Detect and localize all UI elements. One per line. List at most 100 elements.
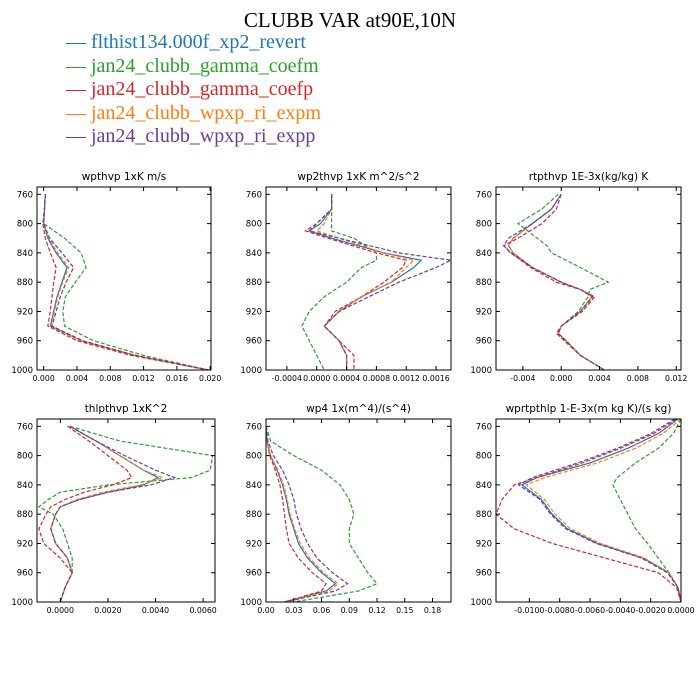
y-tick-label: 840 — [17, 249, 33, 259]
legend-item: — jan24_clubb_wpxp_ri_expp — [66, 125, 316, 147]
x-tick-label: 0.012 — [132, 374, 154, 383]
x-tick-label: 0.020 — [199, 374, 221, 383]
x-tick-label: 0.12 — [368, 606, 385, 615]
y-tick-label: 960 — [476, 337, 492, 347]
plot-frame — [36, 186, 212, 371]
x-tick-label: 0.0020 — [94, 606, 121, 615]
y-tick-label: 880 — [476, 510, 492, 520]
x-tick-label: -0.0004 — [272, 374, 302, 383]
series-line — [517, 419, 681, 602]
x-tick-label: 0.0004 — [333, 374, 360, 383]
x-tick-label: 0.000 — [32, 374, 54, 383]
y-tick-label: 760 — [476, 190, 492, 200]
series-line — [612, 419, 681, 602]
x-tick-label: 0.18 — [424, 606, 441, 615]
y-tick-label: 840 — [476, 481, 492, 491]
series-line — [42, 194, 209, 370]
x-tick-label: 0.0000 — [303, 374, 330, 383]
legend-item: — jan24_clubb_gamma_coefm — [66, 54, 319, 77]
y-tick-label: 1000 — [470, 366, 492, 376]
plot-frame — [495, 186, 682, 371]
panel-title: wpthvp 1xK m/s — [82, 171, 167, 183]
series-line — [266, 426, 337, 602]
x-tick-label: 0.004 — [588, 374, 610, 383]
x-tick-label: 0.0060 — [189, 606, 216, 615]
x-tick-label: 0.016 — [166, 374, 188, 383]
y-tick-label: 800 — [17, 220, 33, 230]
series-line — [496, 419, 681, 602]
y-tick-label: 840 — [246, 481, 262, 491]
y-tick-label: 760 — [246, 422, 262, 432]
x-tick-label: -0.0100 — [514, 606, 544, 615]
panel: thlpthvp 1xK^2 760 800 840 880 920 960 1000 0.00… — [11, 403, 216, 615]
plot-frame — [265, 186, 452, 371]
legend-item: — jan24_clubb_gamma_coefp — [66, 78, 314, 100]
y-tick-label: 880 — [246, 278, 262, 288]
x-tick-label: 0.00 — [257, 606, 274, 615]
y-tick-label: 1000 — [470, 598, 492, 608]
x-tick-label: 0.008 — [99, 374, 121, 383]
series-line — [520, 419, 681, 602]
y-tick-label: 960 — [246, 337, 262, 347]
y-tick-label: 960 — [17, 569, 33, 579]
y-tick-label: 840 — [17, 481, 33, 491]
x-tick-label: 0.06 — [313, 606, 330, 615]
series-line — [50, 425, 177, 602]
panel-title: wp4 1x(m^4)/(s^4) — [306, 403, 411, 415]
y-tick-label: 920 — [476, 539, 492, 549]
plot-frame — [495, 418, 682, 603]
series-line — [315, 194, 415, 370]
series-line — [502, 193, 605, 370]
legend-item: — jan24_clubb_wpxp_ri_expm — [66, 101, 321, 124]
panel-title: thlpthvp 1xK^2 — [85, 403, 168, 415]
x-tick-label: 0.012 — [665, 374, 687, 383]
series-line — [525, 419, 681, 602]
panel: wpthvp 1xK m/s76080084088092096010000.00… — [11, 171, 221, 383]
y-tick-label: 760 — [17, 422, 33, 432]
y-tick-label: 1000 — [240, 598, 262, 608]
y-tick-label: 1000 — [240, 366, 262, 376]
y-tick-label: 920 — [17, 307, 33, 317]
panel: rtpthvp 1E-3x(kg/kg) K 760 800 840 880 920 960… — [470, 171, 687, 383]
panel-title: wp2thvp 1xK m^2/s^2 — [297, 171, 419, 183]
series-line — [308, 194, 451, 370]
y-tick-label: 880 — [17, 510, 33, 520]
y-tick-label: 840 — [476, 249, 492, 259]
y-tick-label: 760 — [476, 422, 492, 432]
series-line — [502, 194, 605, 370]
y-tick-label: 920 — [476, 307, 492, 317]
y-tick-label: 960 — [476, 569, 492, 579]
x-tick-label: -0.0020 — [636, 606, 666, 615]
panel: wp2thvp 1xK m^2/s^2 760 800 840 880 920 960 100… — [240, 171, 452, 383]
panel-title: wprtpthlp 1-E-3x(m kg K)/(s kg) — [506, 403, 672, 415]
series-line — [43, 194, 209, 370]
y-tick-label: 880 — [17, 278, 33, 288]
series-line — [266, 426, 378, 602]
plot-frame — [265, 418, 452, 603]
series-line — [266, 426, 340, 602]
x-tick-label: 0.15 — [396, 606, 413, 615]
x-tick-label: -0.004 — [510, 374, 535, 383]
series-line — [266, 426, 349, 602]
x-tick-label: 0.09 — [341, 606, 358, 615]
panel-title: rtpthvp 1E-3x(kg/kg) K — [529, 171, 650, 183]
y-tick-label: 800 — [476, 220, 492, 230]
x-tick-label: 0.0008 — [363, 374, 390, 383]
series-line — [37, 425, 214, 602]
y-tick-label: 920 — [246, 307, 262, 317]
y-tick-label: 1000 — [11, 598, 33, 608]
y-tick-label: 960 — [246, 569, 262, 579]
y-tick-label: 920 — [17, 539, 33, 549]
series-line — [301, 194, 377, 370]
x-tick-label: 0.0016 — [422, 374, 449, 383]
series-line — [38, 425, 133, 602]
y-tick-label: 920 — [246, 539, 262, 549]
x-tick-label: -0.0080 — [545, 606, 575, 615]
y-tick-label: 1000 — [11, 366, 33, 376]
legend: — flthist134.000f_xp2_revert — jan24_club… — [66, 31, 321, 149]
series-line — [43, 194, 209, 370]
panel: wp4 1x(m^4)/(s^4)76080084088092096010000… — [240, 403, 452, 615]
y-tick-label: 760 — [246, 190, 262, 200]
x-tick-label: 0.0000 — [667, 606, 694, 615]
y-tick-label: 960 — [17, 337, 33, 347]
